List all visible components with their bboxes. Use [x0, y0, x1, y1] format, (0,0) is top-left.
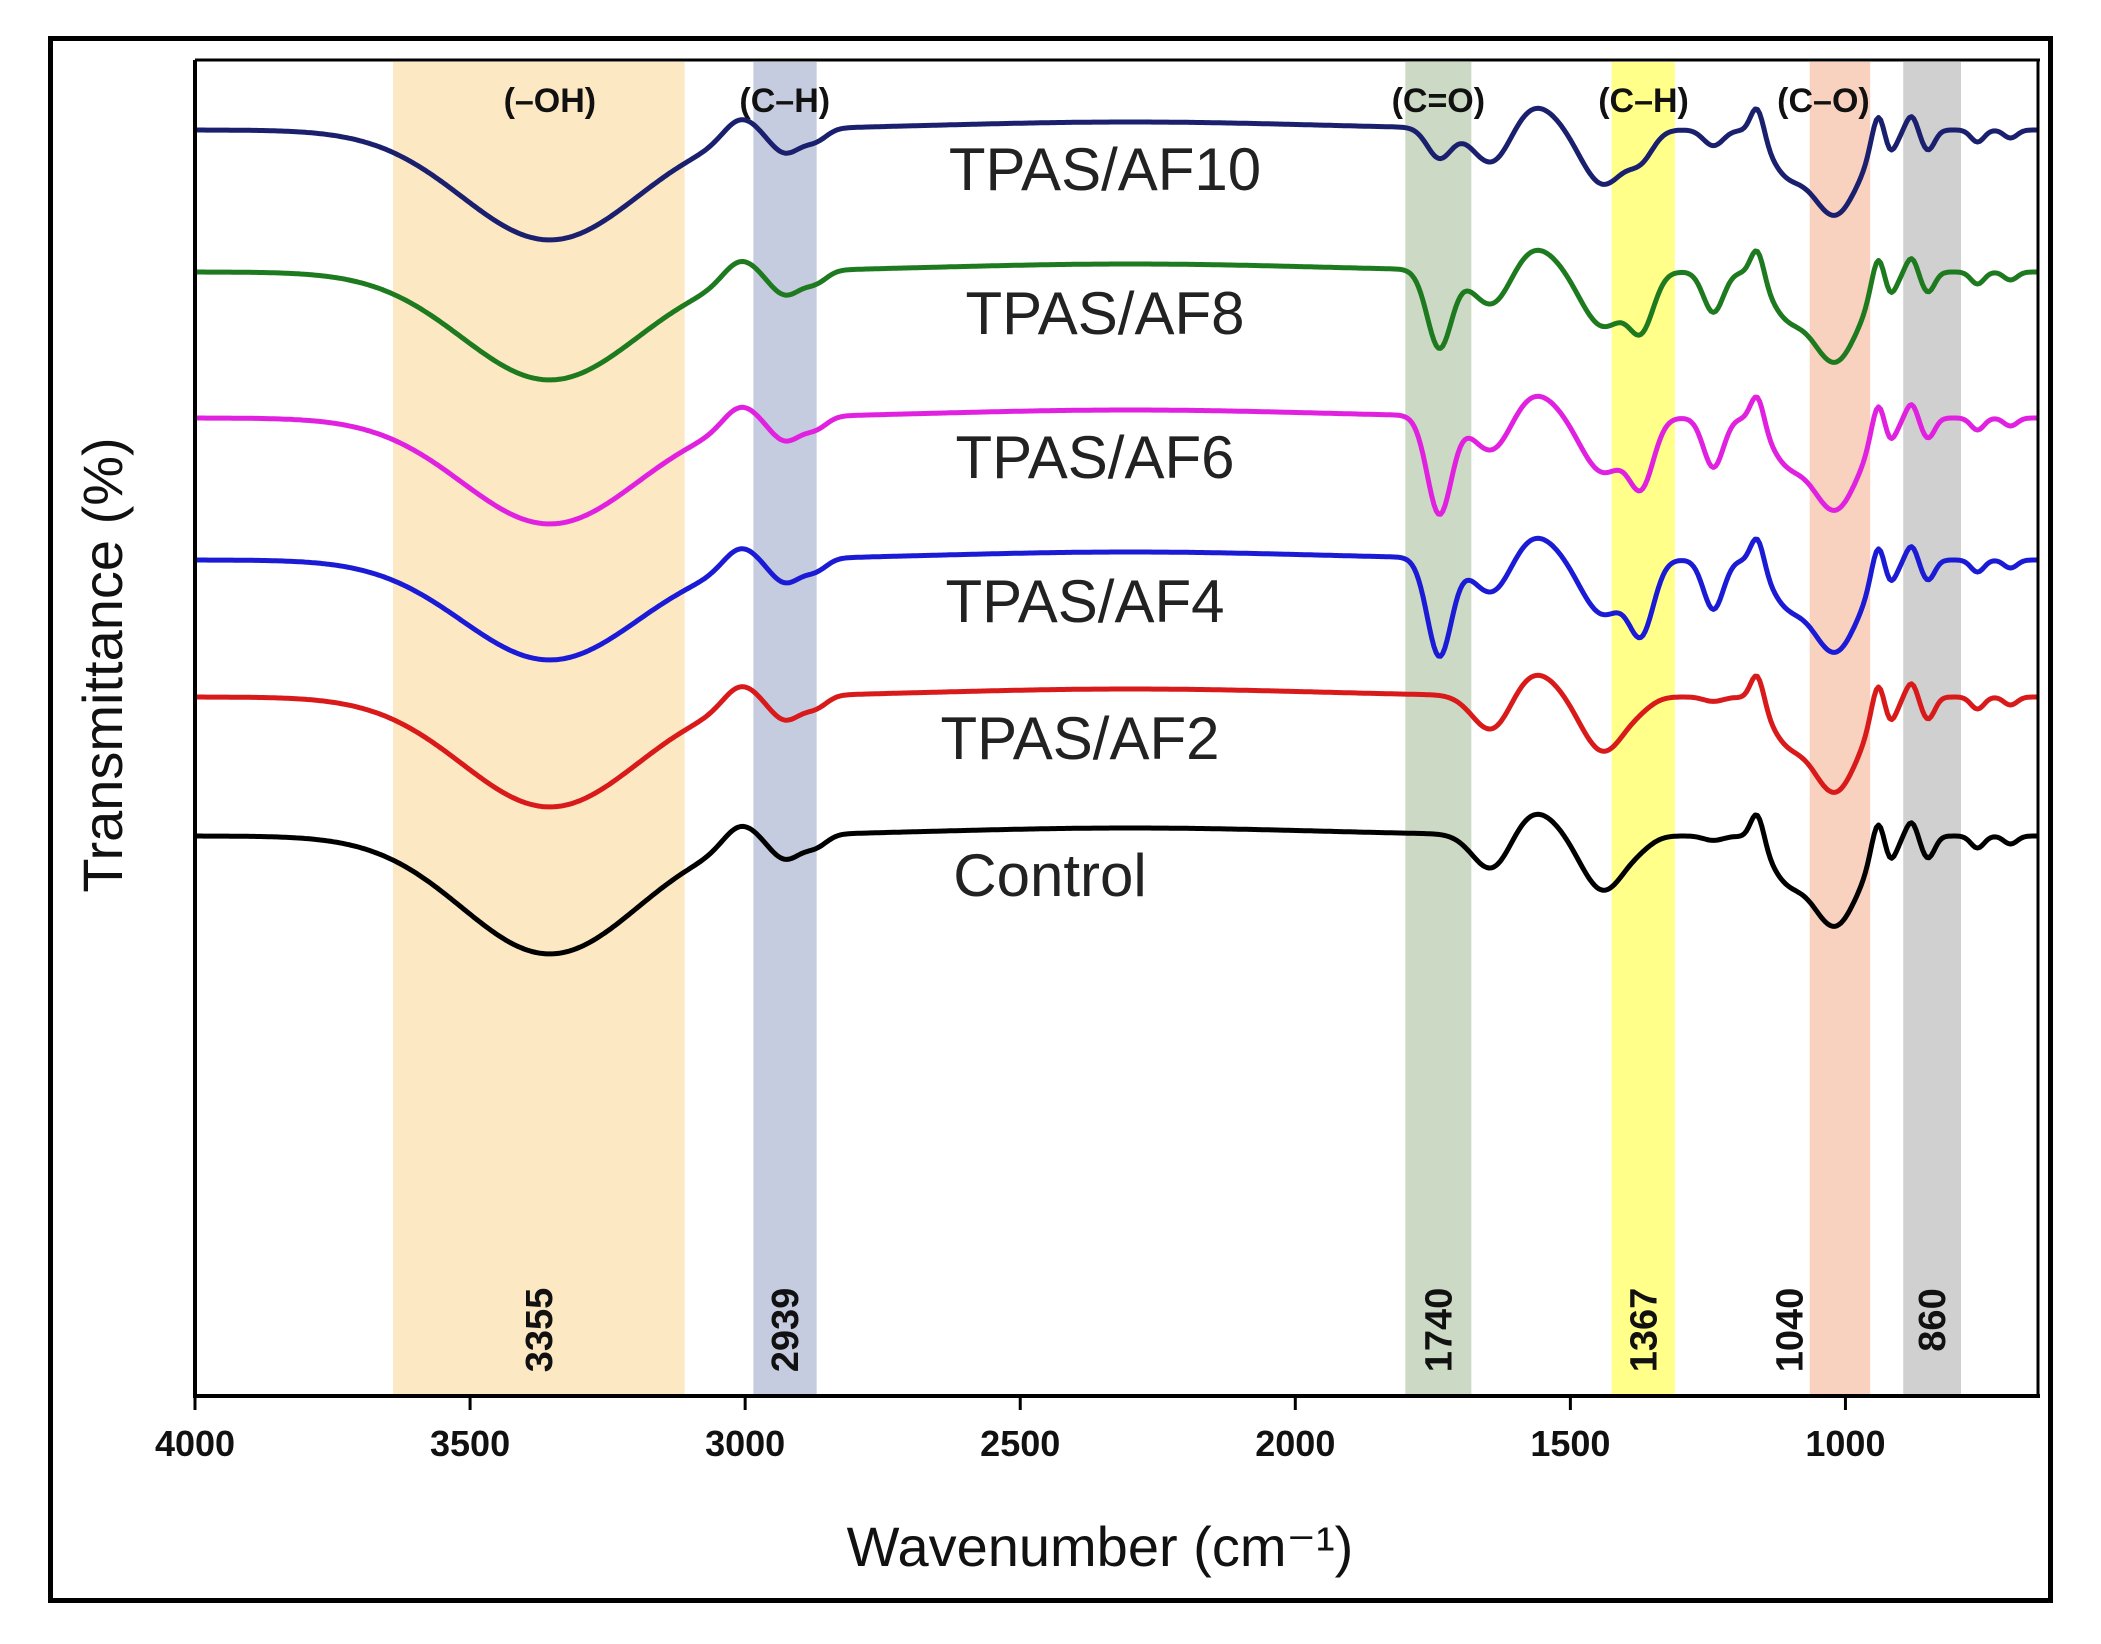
x-tick-label: 2500	[980, 1423, 1060, 1464]
series-label: TPAS/AF4	[946, 568, 1225, 635]
band-3	[1611, 62, 1675, 1394]
band-group-label: (–OH)	[504, 82, 597, 120]
x-tick-label: 2000	[1255, 1423, 1335, 1464]
band-peak-label: 1040	[1770, 1288, 1812, 1373]
band-group-label: (C=O)	[1392, 82, 1486, 120]
band-peak-label: 2939	[765, 1288, 807, 1373]
series-line-tpas-af10	[194, 105, 2038, 243]
series-label: TPAS/AF8	[966, 280, 1245, 347]
band-group-label: (C–H)	[1598, 82, 1689, 120]
x-tick-label: 1500	[1530, 1423, 1610, 1464]
axes-layer	[193, 58, 2040, 1398]
series-line-tpas-af4	[194, 535, 2038, 663]
series-line-tpas-af8	[194, 247, 2038, 383]
band-4	[1809, 62, 1871, 1394]
series-label: Control	[953, 842, 1146, 909]
x-tick-label: 1000	[1805, 1423, 1885, 1464]
series-line-control	[194, 811, 2038, 957]
band-2	[1405, 62, 1472, 1394]
ticks-layer: 4000 3500 3000 2500 2000 1500 1000	[155, 1396, 1885, 1464]
series-layer: TPAS/AF10 TPAS/AF8 TPAS/AF6 TPAS/AF4 TPAS/AF…	[194, 105, 2038, 957]
band-0	[393, 62, 685, 1394]
y-axis-title: Transmittance (%)	[71, 437, 134, 892]
series-label: TPAS/AF6	[956, 424, 1235, 491]
figure-frame	[48, 36, 2053, 1603]
x-axis-title: Wavenumber (cm⁻¹)	[847, 1515, 1354, 1578]
x-tick-label: 3500	[430, 1423, 510, 1464]
band-group-label: (C–H)	[739, 82, 830, 120]
band-peak-label: 860	[1912, 1288, 1954, 1351]
series-line-tpas-af6	[194, 393, 2038, 527]
series-label: TPAS/AF10	[949, 136, 1261, 203]
x-tick-label: 4000	[155, 1423, 235, 1464]
band-peak-label: 1740	[1418, 1288, 1460, 1373]
band-1	[753, 62, 817, 1394]
band-peak-label: 1367	[1623, 1288, 1665, 1373]
series-line-tpas-af2	[194, 672, 2038, 810]
band-group-label: (C–O)	[1777, 82, 1870, 120]
band-peak-label: 3355	[519, 1288, 561, 1373]
x-tick-label: 3000	[705, 1423, 785, 1464]
series-label: TPAS/AF2	[941, 705, 1220, 772]
